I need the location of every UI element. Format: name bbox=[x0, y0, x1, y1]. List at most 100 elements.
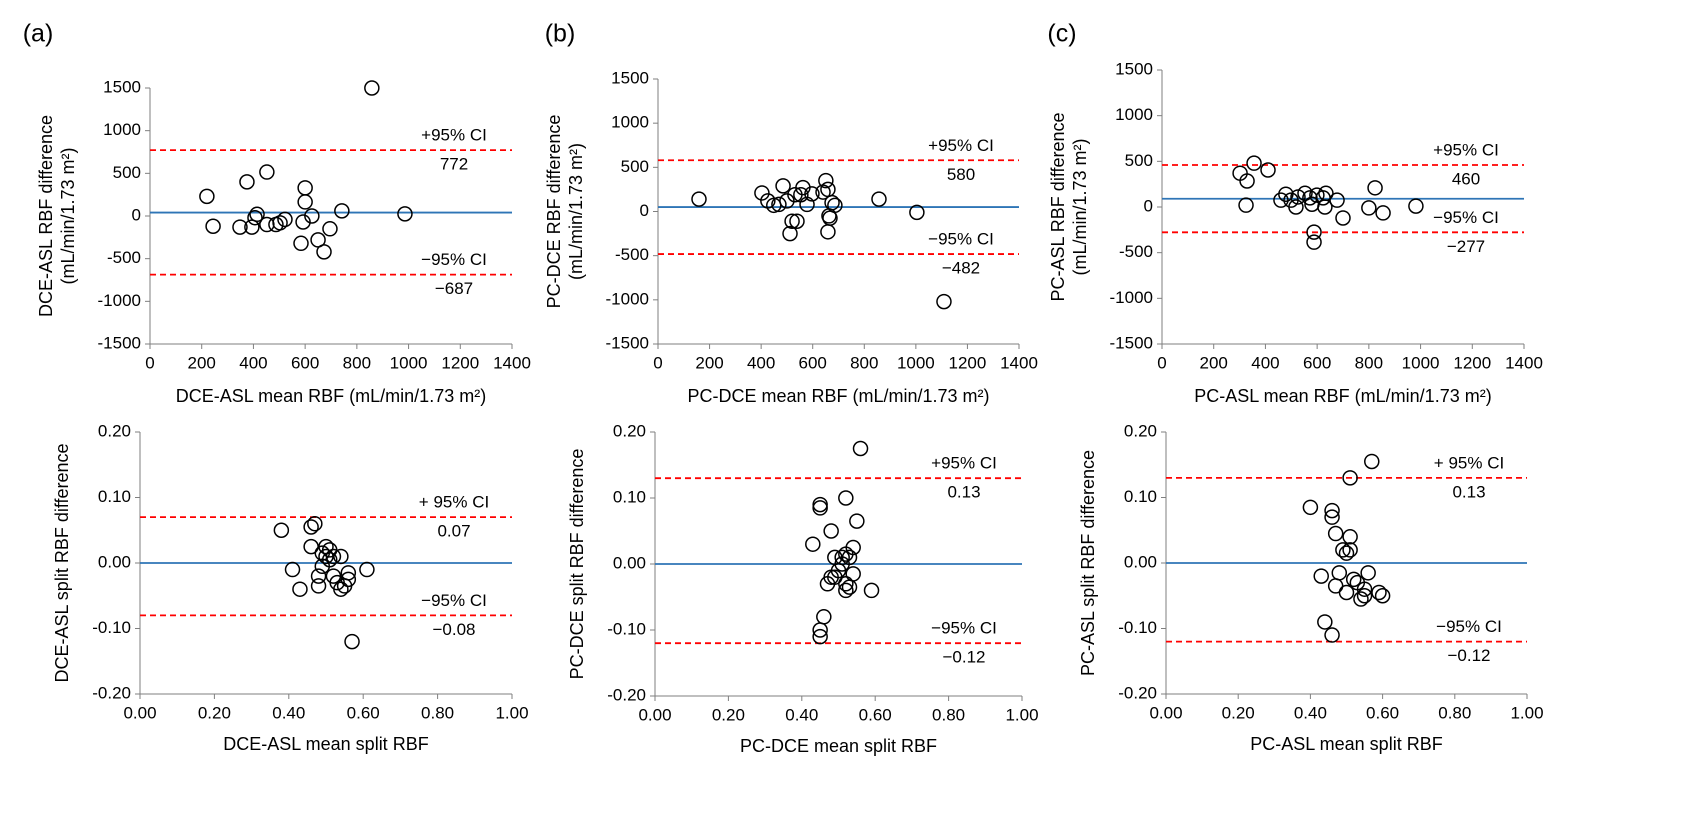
point bbox=[852, 440, 869, 457]
point bbox=[277, 211, 293, 228]
point bbox=[325, 548, 342, 565]
point bbox=[297, 180, 313, 196]
y-tick-label: -0.20 bbox=[607, 685, 646, 704]
x-tick-label: 1200 bbox=[441, 353, 479, 372]
point bbox=[310, 578, 327, 594]
x-tick-label: 0.60 bbox=[859, 705, 892, 724]
y-tick-label: 0 bbox=[1144, 196, 1153, 215]
x-axis-label: PC-ASL mean RBF (mL/min/1.73 m²) bbox=[1194, 386, 1491, 406]
point bbox=[249, 206, 265, 223]
point bbox=[239, 174, 255, 190]
point bbox=[321, 551, 338, 568]
ci-value-label: 460 bbox=[1452, 169, 1480, 188]
point bbox=[1335, 542, 1351, 558]
point bbox=[789, 213, 805, 229]
ci-label: −95% CI bbox=[421, 591, 487, 610]
y-tick-label: 0.20 bbox=[98, 421, 131, 440]
ci-value-label: −482 bbox=[942, 259, 980, 278]
x-tick-label: 0.20 bbox=[1222, 703, 1255, 722]
point bbox=[754, 185, 770, 201]
x-tick-label: 600 bbox=[291, 353, 319, 372]
point bbox=[307, 515, 323, 532]
y-tick-label: 0.20 bbox=[613, 421, 646, 440]
point bbox=[816, 609, 832, 625]
x-tick-label: 1.00 bbox=[1005, 705, 1038, 724]
point bbox=[841, 549, 858, 566]
ci-value-label: 0.13 bbox=[947, 483, 980, 502]
x-tick-label: 0.80 bbox=[932, 705, 965, 724]
point bbox=[1364, 453, 1380, 470]
x-tick-label: 1400 bbox=[493, 353, 531, 372]
point bbox=[775, 178, 791, 194]
point bbox=[199, 188, 215, 205]
point bbox=[297, 194, 313, 210]
x-axis-label: DCE-ASL mean split RBF bbox=[223, 734, 428, 754]
ci-label: + 95% CI bbox=[419, 493, 489, 512]
y-axis-label: PC-ASL split RBF difference bbox=[1078, 450, 1098, 676]
point bbox=[1338, 584, 1355, 601]
point bbox=[1353, 591, 1369, 607]
point bbox=[1331, 565, 1348, 581]
point bbox=[1375, 205, 1391, 221]
y-tick-label: 0.20 bbox=[1124, 421, 1157, 440]
y-axis-label: (mL/min/1.73 m²) bbox=[566, 143, 586, 280]
point bbox=[293, 235, 309, 252]
point bbox=[838, 582, 854, 599]
y-tick-label: 0.10 bbox=[98, 487, 131, 506]
x-tick-label: 1000 bbox=[1402, 353, 1440, 372]
x-tick-label: 0 bbox=[145, 353, 154, 372]
y-tick-label: -0.20 bbox=[92, 683, 131, 702]
point bbox=[936, 293, 952, 310]
y-tick-label: -1000 bbox=[1110, 288, 1153, 307]
point bbox=[1278, 186, 1294, 202]
point bbox=[1345, 571, 1362, 588]
point bbox=[771, 196, 787, 213]
point bbox=[849, 513, 865, 529]
point bbox=[333, 581, 349, 597]
point bbox=[1342, 470, 1358, 486]
x-tick-label: 0.00 bbox=[123, 703, 156, 722]
y-axis-label: PC-ASL RBF difference bbox=[1048, 112, 1068, 301]
y-tick-label: 1500 bbox=[611, 68, 649, 87]
x-tick-label: 800 bbox=[1355, 353, 1383, 372]
ci-label: +95% CI bbox=[421, 126, 487, 145]
y-axis-label: PC-DCE RBF difference bbox=[544, 115, 564, 309]
point bbox=[845, 566, 861, 582]
point bbox=[1367, 180, 1383, 196]
point bbox=[397, 206, 413, 222]
x-tick-label: 600 bbox=[799, 353, 827, 372]
point bbox=[340, 571, 357, 588]
x-tick-label: 1.00 bbox=[495, 703, 528, 722]
point bbox=[340, 565, 357, 581]
point bbox=[1329, 192, 1345, 208]
point bbox=[259, 164, 275, 180]
y-tick-label: 500 bbox=[1125, 151, 1153, 170]
point bbox=[334, 203, 350, 219]
point bbox=[1324, 509, 1340, 525]
x-tick-label: 1200 bbox=[949, 353, 987, 372]
x-tick-label: 1.00 bbox=[1510, 703, 1543, 722]
point bbox=[691, 191, 707, 207]
point bbox=[838, 490, 854, 506]
ci-label: −95% CI bbox=[1436, 617, 1502, 636]
y-tick-label: -1000 bbox=[606, 289, 649, 308]
point bbox=[1327, 525, 1344, 542]
point bbox=[1306, 224, 1322, 240]
x-tick-label: 0 bbox=[1157, 353, 1166, 372]
x-tick-label: 0.60 bbox=[1366, 703, 1399, 722]
point bbox=[1338, 545, 1355, 561]
point bbox=[823, 523, 839, 539]
point bbox=[364, 80, 380, 96]
x-tick-label: 1400 bbox=[1505, 353, 1543, 372]
ci-value-label: 580 bbox=[947, 165, 975, 184]
x-tick-label: 1200 bbox=[1453, 353, 1491, 372]
point bbox=[841, 579, 858, 595]
x-tick-label: 0.00 bbox=[638, 705, 671, 724]
y-tick-label: -1500 bbox=[1110, 333, 1153, 352]
point bbox=[310, 568, 327, 584]
point bbox=[1239, 173, 1255, 189]
point bbox=[812, 628, 828, 645]
point bbox=[1297, 185, 1313, 202]
ci-label: +95% CI bbox=[1433, 140, 1499, 159]
point bbox=[1361, 200, 1377, 216]
